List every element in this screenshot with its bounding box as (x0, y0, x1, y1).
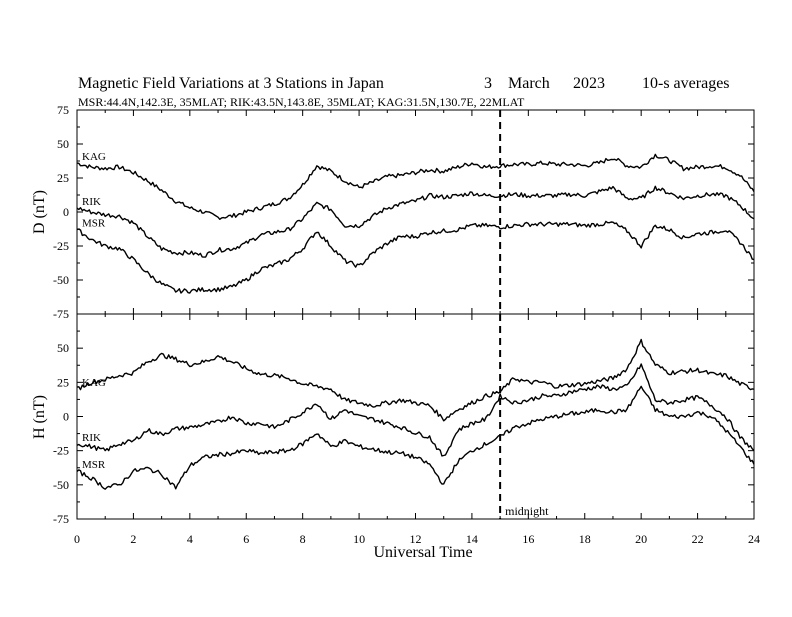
y-tick-label: 25 (57, 375, 69, 389)
y-tick-label: 50 (57, 341, 69, 355)
y-tick-label: 0 (63, 410, 69, 424)
x-tick-label: 10 (353, 532, 365, 546)
y-tick-label: -50 (53, 273, 69, 287)
y-tick-label: 25 (57, 171, 69, 185)
y-tick-label: 50 (57, 137, 69, 151)
series-line-rik (76, 185, 755, 258)
series-label-kag: KAG (82, 377, 106, 389)
series-label-rik: RIK (82, 432, 101, 444)
series-line-kag (76, 338, 755, 422)
chart-month: March (508, 75, 550, 92)
series-label-msr: MSR (82, 218, 106, 230)
chart-year: 2023 (573, 75, 605, 92)
x-tick-label: 8 (300, 532, 306, 546)
series-line-msr (76, 385, 755, 490)
y-tick-label: -50 (53, 478, 69, 492)
series-line-kag (76, 153, 755, 220)
y-tick-label: -75 (53, 512, 69, 526)
h-axis-label: H (nT) (31, 395, 48, 439)
x-tick-label: 6 (243, 532, 249, 546)
x-tick-label: 4 (187, 532, 193, 546)
stations-info: MSR:44.4N,142.3E, 35MLAT; RIK:43.5N,143.… (78, 95, 525, 109)
h-panel-frame (76, 313, 755, 520)
y-tick-label: -75 (53, 307, 69, 321)
y-tick-label: 75 (57, 103, 69, 117)
x-tick-label: 14 (466, 532, 478, 546)
x-tick-label: 12 (410, 532, 422, 546)
series-label-rik: RIK (82, 196, 101, 208)
x-tick-label: 0 (74, 532, 80, 546)
x-tick-label: 18 (579, 532, 591, 546)
y-tick-label: 0 (63, 205, 69, 219)
x-tick-label: 22 (692, 532, 704, 546)
midnight-label: midnight (505, 504, 549, 518)
chart-marks: 75 50 25 0 -25 -50 -75 KAG RIK MSR 50 25 0 -25 -50 -75 K… (53, 103, 760, 546)
x-tick-label: 2 (130, 532, 136, 546)
y-tick-label: -25 (53, 444, 69, 458)
d-axis-label: D (nT) (31, 190, 48, 234)
x-axis-label: Universal Time (373, 544, 472, 561)
x-tick-label: 20 (635, 532, 647, 546)
chart-averaging: 10-s averages (642, 75, 730, 92)
chart-title: Magnetic Field Variations at 3 Stations … (78, 75, 384, 92)
series-line-rik (76, 363, 755, 457)
chart-day: 3 (484, 75, 492, 92)
d-panel-frame (76, 109, 755, 315)
series-line-msr (76, 220, 755, 294)
x-tick-label: 16 (522, 532, 534, 546)
series-label-msr: MSR (82, 459, 106, 471)
y-tick-label: -25 (53, 239, 69, 253)
series-label-kag: KAG (82, 151, 106, 163)
x-tick-label: 24 (748, 532, 760, 546)
